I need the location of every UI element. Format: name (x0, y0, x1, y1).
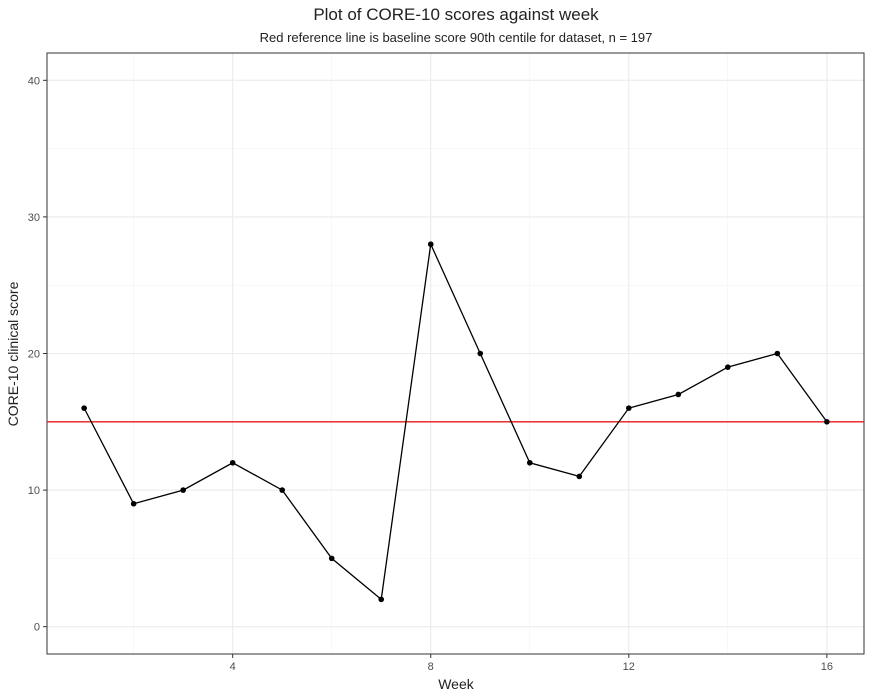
y-tick-label: 30 (28, 212, 40, 224)
data-point (81, 405, 87, 411)
y-tick-label: 10 (28, 485, 40, 497)
data-point (180, 487, 186, 493)
data-point (526, 459, 533, 466)
y-tick-label: 20 (28, 349, 40, 361)
data-point (378, 596, 385, 603)
chart-title: Plot of CORE-10 scores against week (313, 5, 599, 24)
y-tick-label: 0 (34, 622, 40, 634)
panel-border (46, 52, 865, 655)
data-point (774, 350, 781, 357)
data-point (675, 391, 682, 398)
y-tick-label: 40 (28, 75, 40, 87)
data-point (725, 364, 731, 370)
data-point (477, 350, 484, 357)
x-axis-label: Week (438, 676, 475, 692)
y-axis-label: CORE-10 clinical score (5, 281, 21, 426)
x-tick-label: 8 (428, 661, 434, 673)
x-tick-label: 4 (230, 661, 236, 673)
data-point (427, 241, 434, 248)
x-tick-label: 16 (821, 661, 833, 673)
data-point (130, 500, 137, 507)
data-point (576, 473, 583, 480)
data-point (328, 555, 335, 562)
x-tick-label: 12 (623, 661, 635, 673)
data-line (83, 241, 828, 601)
data-point (229, 459, 236, 466)
data-point (824, 418, 830, 425)
chart-subtitle: Red reference line is baseline score 90t… (260, 30, 653, 45)
data-point (626, 405, 632, 411)
data-point (279, 487, 285, 493)
